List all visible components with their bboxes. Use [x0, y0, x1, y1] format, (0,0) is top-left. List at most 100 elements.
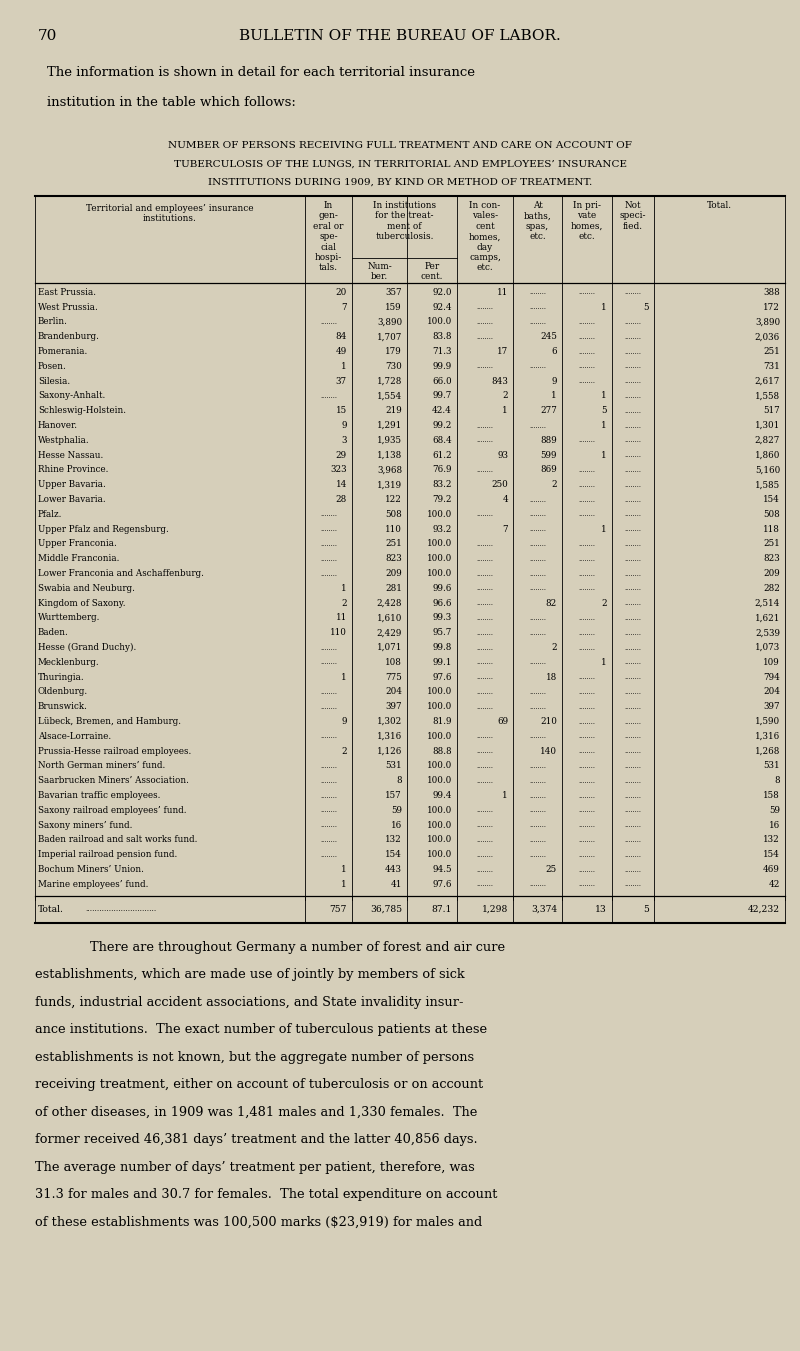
Text: 757: 757: [330, 905, 347, 913]
Text: ........: ........: [529, 851, 546, 859]
Text: Marine employees’ fund.: Marine employees’ fund.: [38, 880, 148, 889]
Text: ........: ........: [320, 555, 337, 563]
Text: 96.6: 96.6: [433, 598, 452, 608]
Text: ........: ........: [477, 362, 494, 370]
Text: 97.6: 97.6: [433, 673, 452, 682]
Text: 100.0: 100.0: [426, 703, 452, 711]
Text: 1,291: 1,291: [377, 422, 402, 430]
Text: 823: 823: [386, 554, 402, 563]
Text: 99.6: 99.6: [433, 584, 452, 593]
Text: 172: 172: [763, 303, 780, 312]
Text: 357: 357: [386, 288, 402, 297]
Text: ........: ........: [529, 703, 546, 711]
Text: 1,301: 1,301: [754, 422, 780, 430]
Text: ........: ........: [477, 600, 494, 607]
Text: ........: ........: [578, 643, 595, 651]
Text: Saxony-Anhalt.: Saxony-Anhalt.: [38, 392, 106, 400]
Text: ........: ........: [578, 866, 595, 874]
Text: Total.: Total.: [38, 905, 64, 913]
Text: 2,617: 2,617: [754, 377, 780, 385]
Text: NUMBER OF PERSONS RECEIVING FULL TREATMENT AND CARE ON ACCOUNT OF: NUMBER OF PERSONS RECEIVING FULL TREATME…: [168, 141, 632, 150]
Text: receiving treatment, either on account of tuberculosis or on account: receiving treatment, either on account o…: [35, 1078, 483, 1092]
Text: Westphalia.: Westphalia.: [38, 436, 90, 444]
Text: Hesse (Grand Duchy).: Hesse (Grand Duchy).: [38, 643, 136, 653]
Text: 88.8: 88.8: [432, 747, 452, 755]
Text: 68.4: 68.4: [432, 436, 452, 444]
Text: 66.0: 66.0: [432, 377, 452, 385]
Text: Rhine Province.: Rhine Province.: [38, 466, 108, 474]
Text: 2: 2: [342, 598, 347, 608]
Text: 16: 16: [769, 820, 780, 830]
Text: 219: 219: [386, 407, 402, 415]
Text: ........: ........: [578, 511, 595, 519]
Text: 5: 5: [643, 303, 649, 312]
Text: 158: 158: [763, 792, 780, 800]
Text: ........: ........: [477, 821, 494, 830]
Text: ........: ........: [529, 422, 546, 430]
Text: In institutions
for the treat-
ment of
tuberculosis.: In institutions for the treat- ment of t…: [373, 201, 436, 242]
Text: 8: 8: [774, 777, 780, 785]
Text: 95.7: 95.7: [433, 628, 452, 638]
Text: Berlin.: Berlin.: [38, 317, 68, 327]
Text: ........: ........: [529, 526, 546, 534]
Text: 209: 209: [386, 569, 402, 578]
Text: 889: 889: [540, 436, 557, 444]
Text: ........: ........: [529, 496, 546, 504]
Text: 251: 251: [763, 539, 780, 549]
Text: ........: ........: [477, 747, 494, 755]
Text: Kingdom of Saxony.: Kingdom of Saxony.: [38, 598, 126, 608]
Text: 730: 730: [386, 362, 402, 372]
Text: 1: 1: [602, 392, 607, 400]
Text: ........: ........: [625, 703, 642, 711]
Text: In
gen-
eral or
spe-
cial
hospi-
tals.: In gen- eral or spe- cial hospi- tals.: [314, 201, 344, 273]
Text: ........: ........: [625, 585, 642, 592]
Text: 281: 281: [385, 584, 402, 593]
Text: 83.8: 83.8: [433, 332, 452, 342]
Text: 1: 1: [342, 362, 347, 372]
Text: 81.9: 81.9: [433, 717, 452, 725]
Text: ........: ........: [625, 317, 642, 326]
Text: Not
speci-
fied.: Not speci- fied.: [620, 201, 646, 231]
Text: 1: 1: [602, 422, 607, 430]
Text: 29: 29: [336, 451, 347, 459]
Text: ........: ........: [477, 511, 494, 519]
Text: ........: ........: [578, 777, 595, 785]
Text: ........: ........: [477, 836, 494, 844]
Text: 2,429: 2,429: [377, 628, 402, 638]
Text: 83.2: 83.2: [433, 481, 452, 489]
Text: 100.0: 100.0: [426, 554, 452, 563]
Text: Baden.: Baden.: [38, 628, 69, 638]
Text: ........: ........: [477, 540, 494, 549]
Text: of these establishments was 100,500 marks ($23,919) for males and: of these establishments was 100,500 mark…: [35, 1216, 482, 1229]
Text: ........: ........: [578, 881, 595, 889]
Text: 1,298: 1,298: [482, 905, 508, 913]
Text: ........: ........: [529, 836, 546, 844]
Text: ........: ........: [625, 613, 642, 621]
Text: 277: 277: [540, 407, 557, 415]
Text: 1,302: 1,302: [377, 717, 402, 725]
Text: 775: 775: [386, 673, 402, 682]
Text: 397: 397: [386, 703, 402, 711]
Text: ........: ........: [529, 658, 546, 666]
Text: ........: ........: [529, 613, 546, 621]
Text: Hanover.: Hanover.: [38, 422, 78, 430]
Text: 99.1: 99.1: [433, 658, 452, 667]
Text: 508: 508: [386, 509, 402, 519]
Text: 13: 13: [595, 905, 607, 913]
Text: 2: 2: [551, 481, 557, 489]
Text: Schleswig-Holstein.: Schleswig-Holstein.: [38, 407, 126, 415]
Text: Baden railroad and salt works fund.: Baden railroad and salt works fund.: [38, 835, 198, 844]
Text: ........: ........: [578, 821, 595, 830]
Text: 2,036: 2,036: [754, 332, 780, 342]
Text: 1: 1: [551, 392, 557, 400]
Text: ........: ........: [477, 317, 494, 326]
Text: 159: 159: [386, 303, 402, 312]
Text: ........: ........: [578, 436, 595, 444]
Text: ........: ........: [320, 540, 337, 549]
Text: ........: ........: [578, 613, 595, 621]
Text: ........: ........: [477, 422, 494, 430]
Text: ........: ........: [625, 451, 642, 459]
Text: East Prussia.: East Prussia.: [38, 288, 96, 297]
Text: Oldenburg.: Oldenburg.: [38, 688, 88, 697]
Text: ........: ........: [625, 673, 642, 681]
